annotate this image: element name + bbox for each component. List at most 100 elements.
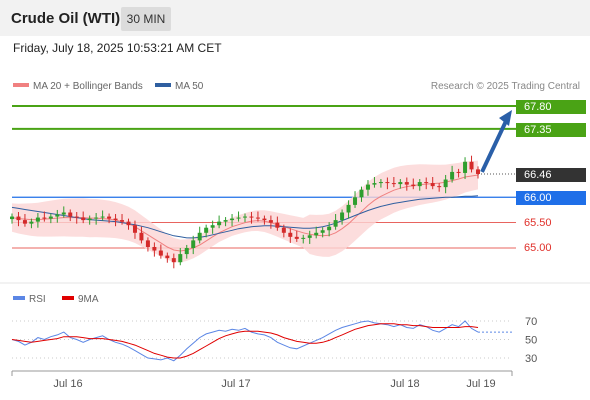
candle-body <box>223 220 228 222</box>
bollinger-band <box>12 160 478 263</box>
candle-body <box>210 225 215 228</box>
candle-body <box>139 232 144 241</box>
pivot-tag: 66.00 <box>516 191 586 205</box>
candle-body <box>35 217 40 222</box>
candle-body <box>463 161 468 173</box>
candle-body <box>327 226 332 231</box>
candle-body <box>411 184 416 187</box>
ma20-swatch <box>13 83 29 88</box>
rsi-ma-label: 9MA <box>78 294 99 305</box>
ma50-swatch <box>155 83 171 88</box>
legend-ma50: MA 50 <box>155 81 203 92</box>
candle-body <box>450 171 455 180</box>
candle-body <box>230 218 235 221</box>
candle-body <box>307 235 312 238</box>
candle-body <box>145 240 150 247</box>
candle-body <box>22 220 27 224</box>
ma20-label: MA 20 + Bollinger Bands <box>33 81 143 92</box>
support1-label: 65.50 <box>524 217 552 229</box>
candle-body <box>391 183 396 185</box>
candle-body <box>456 171 461 173</box>
instrument-title: Crude Oil (WTI) <box>11 10 121 27</box>
candle-body <box>255 217 260 219</box>
candle-body <box>68 212 73 217</box>
candle-body <box>353 197 358 205</box>
rsi-tick-label: 70 <box>525 316 537 328</box>
candle-body <box>204 227 209 233</box>
candle-body <box>359 189 364 198</box>
rsi-ma-line <box>11 323 479 359</box>
candle-body <box>74 216 79 218</box>
candle-body <box>268 220 273 223</box>
candle-body <box>417 182 422 187</box>
candle-body <box>107 216 112 219</box>
candle-body <box>437 186 442 188</box>
candle-body <box>10 216 14 220</box>
candle-body <box>372 183 377 185</box>
candle-body <box>288 232 293 237</box>
x-tick-label: Jul 19 <box>466 378 495 390</box>
candle-body <box>424 182 429 184</box>
candle-body <box>430 183 435 187</box>
target2-tag: 67.80 <box>516 100 586 114</box>
candle-body <box>294 236 299 239</box>
rsi-tick-label: 50 <box>525 335 537 347</box>
candle-body <box>236 217 241 219</box>
candle-body <box>100 216 105 218</box>
copyright: Research © 2025 Trading Central <box>430 81 580 92</box>
candle-body <box>178 254 183 263</box>
candle-body <box>184 248 189 255</box>
candle-body <box>398 182 403 185</box>
candle-body <box>81 217 86 221</box>
legend-rsi-ma: 9MA <box>62 294 99 305</box>
candle-body <box>281 227 286 233</box>
legend-rsi: RSI <box>13 294 46 305</box>
candle-body <box>113 218 118 221</box>
candle-body <box>385 182 390 184</box>
rsi-swatch <box>13 296 25 301</box>
candle-body <box>42 217 47 219</box>
timestamp: Friday, July 18, 2025 10:53:21 AM CET <box>13 41 222 55</box>
candle-body <box>378 182 383 184</box>
candle-body <box>197 232 202 241</box>
support2-label: 65.00 <box>524 242 552 254</box>
candle-body <box>262 218 267 221</box>
candle-body <box>120 220 125 222</box>
candle-body <box>61 212 66 215</box>
candle-body <box>275 222 280 228</box>
rsi-line <box>11 320 479 362</box>
ma50-label: MA 50 <box>175 81 204 92</box>
candle-body <box>191 240 196 248</box>
candle-body <box>126 221 131 226</box>
target1-tag: 67.35 <box>516 123 586 137</box>
candle-body <box>404 182 409 185</box>
candle-body <box>158 250 163 256</box>
x-tick-label: Jul 16 <box>53 378 82 390</box>
candle-body <box>55 214 60 217</box>
candle-body <box>165 255 170 259</box>
candle-body <box>243 216 247 218</box>
candle-body <box>476 169 480 174</box>
candle-body <box>132 225 137 233</box>
candle-body <box>314 232 319 236</box>
candle-body <box>94 217 99 219</box>
header-bar: Crude Oil (WTI) 30 MIN <box>0 0 590 36</box>
target-arrowhead <box>499 110 512 126</box>
candle-body <box>340 212 345 221</box>
current-price-tag: 66.46 <box>516 168 586 182</box>
candle-body <box>16 216 21 221</box>
candle-body <box>333 220 338 227</box>
x-tick-label: Jul 18 <box>390 378 419 390</box>
legend-ma20: MA 20 + Bollinger Bands <box>13 81 143 92</box>
candle-body <box>301 237 306 239</box>
timeframe-button[interactable]: 30 MIN <box>121 7 171 31</box>
x-tick-label: Jul 17 <box>221 378 250 390</box>
candle-body <box>171 258 176 263</box>
candle-body <box>469 161 474 170</box>
candle-body <box>152 246 157 251</box>
rsi-tick-label: 30 <box>525 353 537 365</box>
candle-body <box>320 230 325 233</box>
candle-body <box>48 216 53 219</box>
candle-body <box>249 216 254 218</box>
